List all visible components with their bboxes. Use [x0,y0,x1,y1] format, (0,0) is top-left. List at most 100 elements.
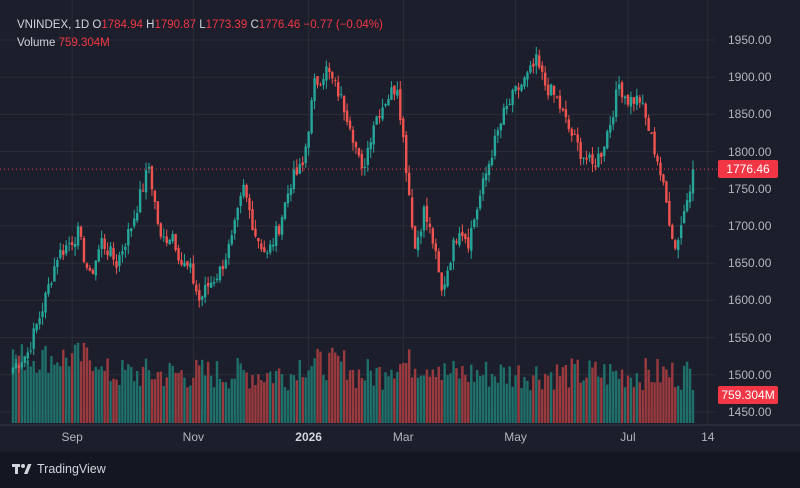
candle-body [280,217,284,235]
candle-body [674,240,677,249]
volume-bar [41,349,44,423]
candle-body [65,245,68,254]
volume-bar [635,373,639,423]
candle-body [70,242,74,246]
volume-bar [387,376,390,423]
candle-body [307,131,310,148]
price-axis-label: 1750.00 [728,181,772,196]
candle-body [292,169,296,190]
candle-body [339,94,343,96]
candle-body [260,243,263,250]
volume-bar [609,364,612,423]
candle-body [378,116,381,118]
volume-bar [357,369,361,423]
candle-body [662,174,665,183]
volume-bar [174,372,177,423]
volume-bar [221,382,225,423]
candle-body [198,290,201,301]
candle-body [150,166,154,190]
volume-bar [514,375,517,423]
volume-bar [47,372,50,423]
candle-body [47,284,50,294]
candle-body [195,284,198,292]
volume-bar [535,366,538,423]
volume-bar [50,356,53,423]
volume-bar [662,366,665,423]
volume-bar [239,363,242,423]
candle-body [342,96,346,113]
open-prefix: O [92,19,102,31]
volume-bar [366,359,369,423]
candle-body [177,248,180,261]
volume-bar [393,378,396,423]
candle-body [467,237,470,249]
candle-body [606,131,609,149]
candle-body [203,284,207,298]
candle-body [274,225,278,246]
candle-body [242,184,245,197]
volume-bar [597,376,600,423]
candle-body [614,89,618,117]
candle-body [53,266,56,282]
candle-body [520,84,523,91]
candle-body [682,210,686,224]
volume-bar [499,364,503,423]
candle-body [289,188,293,195]
volume-bar [691,389,695,423]
volume-bar [245,372,248,423]
price-axis-label: 1500.00 [728,367,772,382]
candle-body [576,134,579,143]
candlestick-chart[interactable] [0,0,800,452]
brand-name: TradingView [37,462,106,476]
candle-body [384,103,387,106]
candle-body [20,362,24,368]
volume-bar [626,375,630,423]
volume-bar [141,366,145,423]
candle-body [360,153,364,169]
candle-body [428,223,432,228]
candle-body [446,270,449,287]
candle-body [582,157,585,159]
candle-body [632,97,636,104]
volume-bar [251,375,254,423]
volume-bar [647,369,650,423]
volume-bar [319,351,322,423]
volume-bar [623,387,627,423]
candle-body [570,128,573,136]
volume-bar [529,390,532,423]
volume-bar [532,375,535,423]
price-axis-label: 1700.00 [728,219,772,233]
price-axis-label: 1800.00 [728,144,772,159]
volume-bar [591,367,594,423]
volume-bar [274,370,278,423]
candle-body [369,142,372,150]
volume-bar [198,365,201,423]
candle-body [201,296,204,300]
candle-body [230,235,233,245]
candle-body [26,352,29,359]
volume-bar [38,369,41,423]
volume-bar [342,350,346,423]
candle-body [248,198,251,211]
volume-bar [277,368,281,423]
candle-body [218,266,222,281]
volume-bar [505,383,508,423]
volume-bar [422,375,426,423]
candle-body [407,172,411,196]
volume-bar [127,364,130,423]
candle-body [263,247,266,252]
candle-body [402,118,405,138]
candle-body [644,103,647,118]
volume-bar [334,352,337,423]
volume-bar [478,376,482,423]
price-axis-label: 1550.00 [728,330,772,345]
volume-bar [641,390,644,423]
volume-bar [26,360,29,423]
volume-bar [413,368,417,423]
tradingview-brand[interactable]: TradingView [12,462,106,476]
volume-bar [677,385,680,423]
candle-body [266,252,269,254]
candle-body [546,84,550,96]
volume-bar [638,382,641,423]
candle-body [464,234,467,240]
